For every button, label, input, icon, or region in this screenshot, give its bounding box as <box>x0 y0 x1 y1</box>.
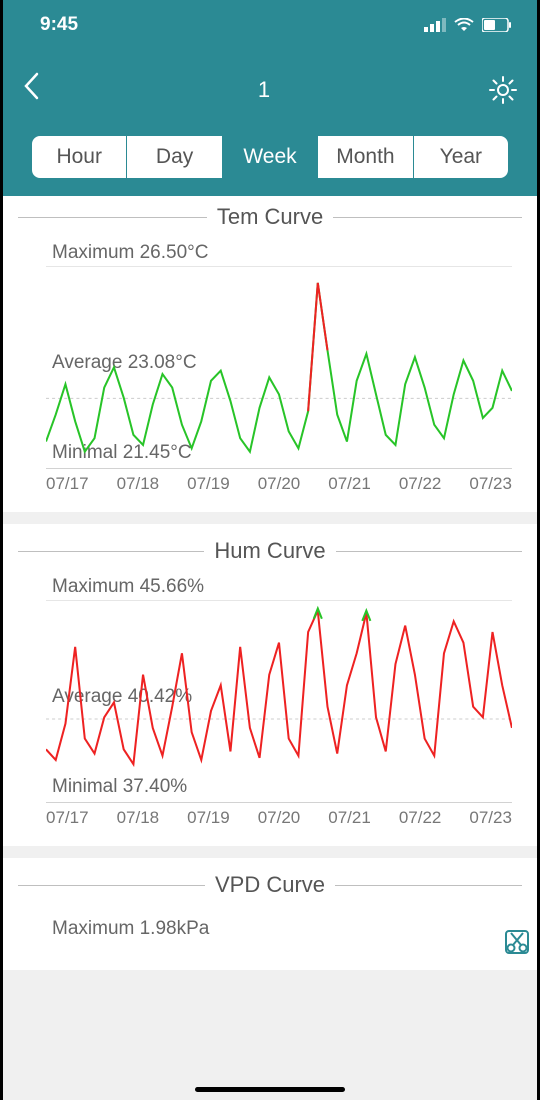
vpd-card: VPD Curve Maximum 1.98kPa <box>0 858 540 970</box>
xtick: 07/19 <box>187 474 230 494</box>
tem-title: Tem Curve <box>217 204 323 230</box>
xtick: 07/23 <box>469 808 512 828</box>
status-bar: 9:45 <box>0 0 540 50</box>
time-range-tabs: HourDayWeekMonthYear <box>0 130 540 196</box>
wifi-icon <box>454 18 474 32</box>
xtick: 07/21 <box>328 808 371 828</box>
header: 1 <box>0 50 540 130</box>
hum-chart[interactable]: Maximum 45.66% Average 40.42% Minimal 37… <box>18 572 522 832</box>
back-button[interactable] <box>22 71 40 109</box>
xtick: 07/17 <box>46 808 89 828</box>
screenshot-icon[interactable] <box>504 929 530 962</box>
hum-max-label: Maximum 45.66% <box>52 576 204 598</box>
battery-icon <box>482 18 512 32</box>
vpd-max-label: Maximum 1.98kPa <box>52 918 522 940</box>
tab-month[interactable]: Month <box>318 136 413 178</box>
content: 2022/07/16 21:30 2022/07/23 21:29 Tem Cu… <box>0 196 540 1100</box>
tem-chart[interactable]: Maximum 26.50°C Average 23.08°C Minimal … <box>18 238 522 498</box>
tab-week[interactable]: Week <box>223 136 318 178</box>
signal-icon <box>424 18 446 32</box>
xtick: 07/20 <box>258 808 301 828</box>
xtick: 07/22 <box>399 474 442 494</box>
xtick: 07/22 <box>399 808 442 828</box>
range-start: 2022/07/16 21:30 <box>18 196 143 198</box>
hum-card: Hum Curve Maximum 45.66% Average 40.42% … <box>0 524 540 846</box>
tab-day[interactable]: Day <box>127 136 222 178</box>
vpd-title: VPD Curve <box>215 872 325 898</box>
xtick: 07/18 <box>117 474 160 494</box>
tem-max-label: Maximum 26.50°C <box>52 242 208 264</box>
xtick: 07/21 <box>328 474 371 494</box>
xtick: 07/20 <box>258 474 301 494</box>
xtick: 07/18 <box>117 808 160 828</box>
status-time: 9:45 <box>40 14 78 36</box>
status-icons <box>424 18 512 32</box>
settings-button[interactable] <box>488 75 518 105</box>
page-title: 1 <box>258 77 270 103</box>
xtick: 07/19 <box>187 808 230 828</box>
range-end: 2022/07/23 21:29 <box>397 196 522 198</box>
xtick: 07/17 <box>46 474 89 494</box>
hum-title: Hum Curve <box>214 538 325 564</box>
tem-card: 2022/07/16 21:30 2022/07/23 21:29 Tem Cu… <box>0 196 540 512</box>
tab-year[interactable]: Year <box>414 136 508 178</box>
home-indicator[interactable] <box>195 1087 345 1092</box>
xtick: 07/23 <box>469 474 512 494</box>
tab-hour[interactable]: Hour <box>32 136 127 178</box>
